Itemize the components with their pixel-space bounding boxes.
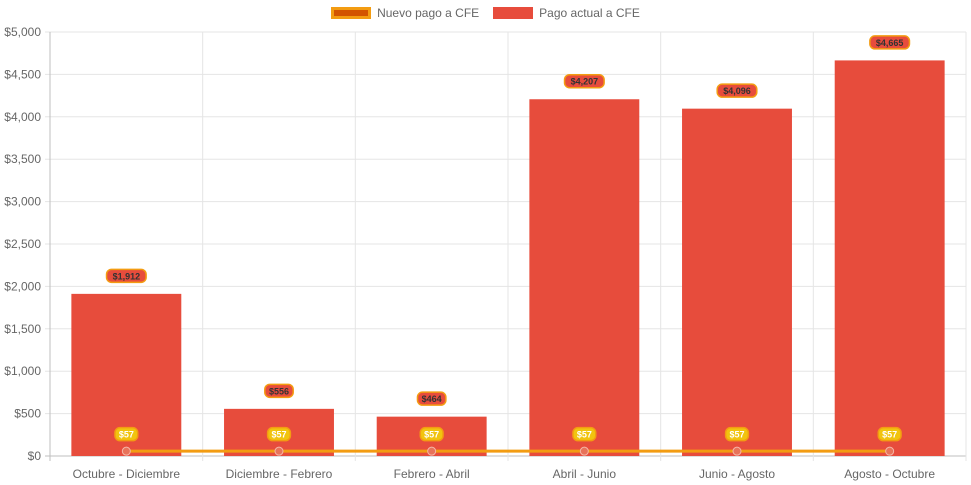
legend-swatch-pago-actual (493, 7, 534, 19)
data-label: $57 (424, 430, 439, 440)
y-tick-label: $3,000 (4, 195, 41, 209)
data-label-bg (416, 391, 447, 406)
data-label-bg (724, 426, 750, 442)
line-point (121, 446, 131, 456)
bar (682, 108, 792, 456)
y-tick-label: $3,500 (4, 152, 41, 166)
data-label: $1,912 (113, 271, 141, 281)
data-label-bg (572, 426, 597, 442)
data-label-bg (563, 73, 605, 89)
data-label: $57 (882, 430, 897, 440)
x-tick-label: Octubre - Diciembre (73, 467, 181, 481)
data-label: $57 (577, 430, 592, 440)
y-tick-label: $2,500 (4, 237, 41, 251)
y-tick-label: $2,000 (4, 279, 41, 293)
legend-item-pago-actual[interactable]: Pago actual a CFE (493, 6, 640, 20)
data-label: $57 (271, 430, 286, 440)
legend-item-nuevo-pago[interactable]: Nuevo pago a CFE (331, 6, 479, 20)
y-tick-label: $1,000 (4, 364, 41, 378)
y-tick-label: $0 (28, 449, 42, 463)
data-label-bg (419, 426, 444, 442)
data-label: $4,665 (876, 38, 904, 48)
bar (529, 99, 640, 456)
line-point (732, 446, 742, 456)
y-tick-label: $4,500 (4, 67, 41, 81)
x-tick-label: Junio - Agosto (699, 467, 775, 481)
data-label-bg (266, 426, 292, 442)
line-point (579, 446, 589, 456)
legend-label-pago-actual: Pago actual a CFE (539, 6, 640, 20)
data-label-bg (716, 83, 758, 98)
data-label-bg (877, 426, 902, 442)
data-label-bg (114, 426, 139, 442)
x-tick-label: Diciembre - Febrero (226, 467, 333, 481)
y-tick-label: $500 (14, 407, 41, 421)
line-point (427, 446, 437, 456)
data-label: $556 (269, 386, 289, 396)
data-label: $57 (729, 430, 744, 440)
legend-swatch-nuevo-pago (331, 7, 372, 19)
data-label: $464 (422, 394, 442, 404)
y-tick-label: $5,000 (4, 25, 41, 39)
line-point (274, 446, 284, 456)
x-tick-label: Febrero - Abril (394, 467, 470, 481)
data-label-bg (264, 383, 294, 399)
bar (834, 60, 945, 457)
y-tick-label: $4,000 (4, 110, 41, 124)
legend-label-nuevo-pago: Nuevo pago a CFE (377, 6, 480, 20)
data-label: $4,207 (571, 77, 599, 87)
legend: Nuevo pago a CFE Pago actual a CFE (0, 6, 971, 20)
data-label-bg (869, 35, 911, 50)
line-point (885, 446, 895, 456)
y-tick-label: $1,500 (4, 322, 41, 336)
data-label: $4,096 (723, 86, 751, 96)
x-tick-label: Agosto - Octubre (844, 467, 935, 481)
x-tick-label: Abril - Junio (553, 467, 617, 481)
data-label-bg (105, 268, 147, 284)
data-label: $57 (119, 430, 134, 440)
